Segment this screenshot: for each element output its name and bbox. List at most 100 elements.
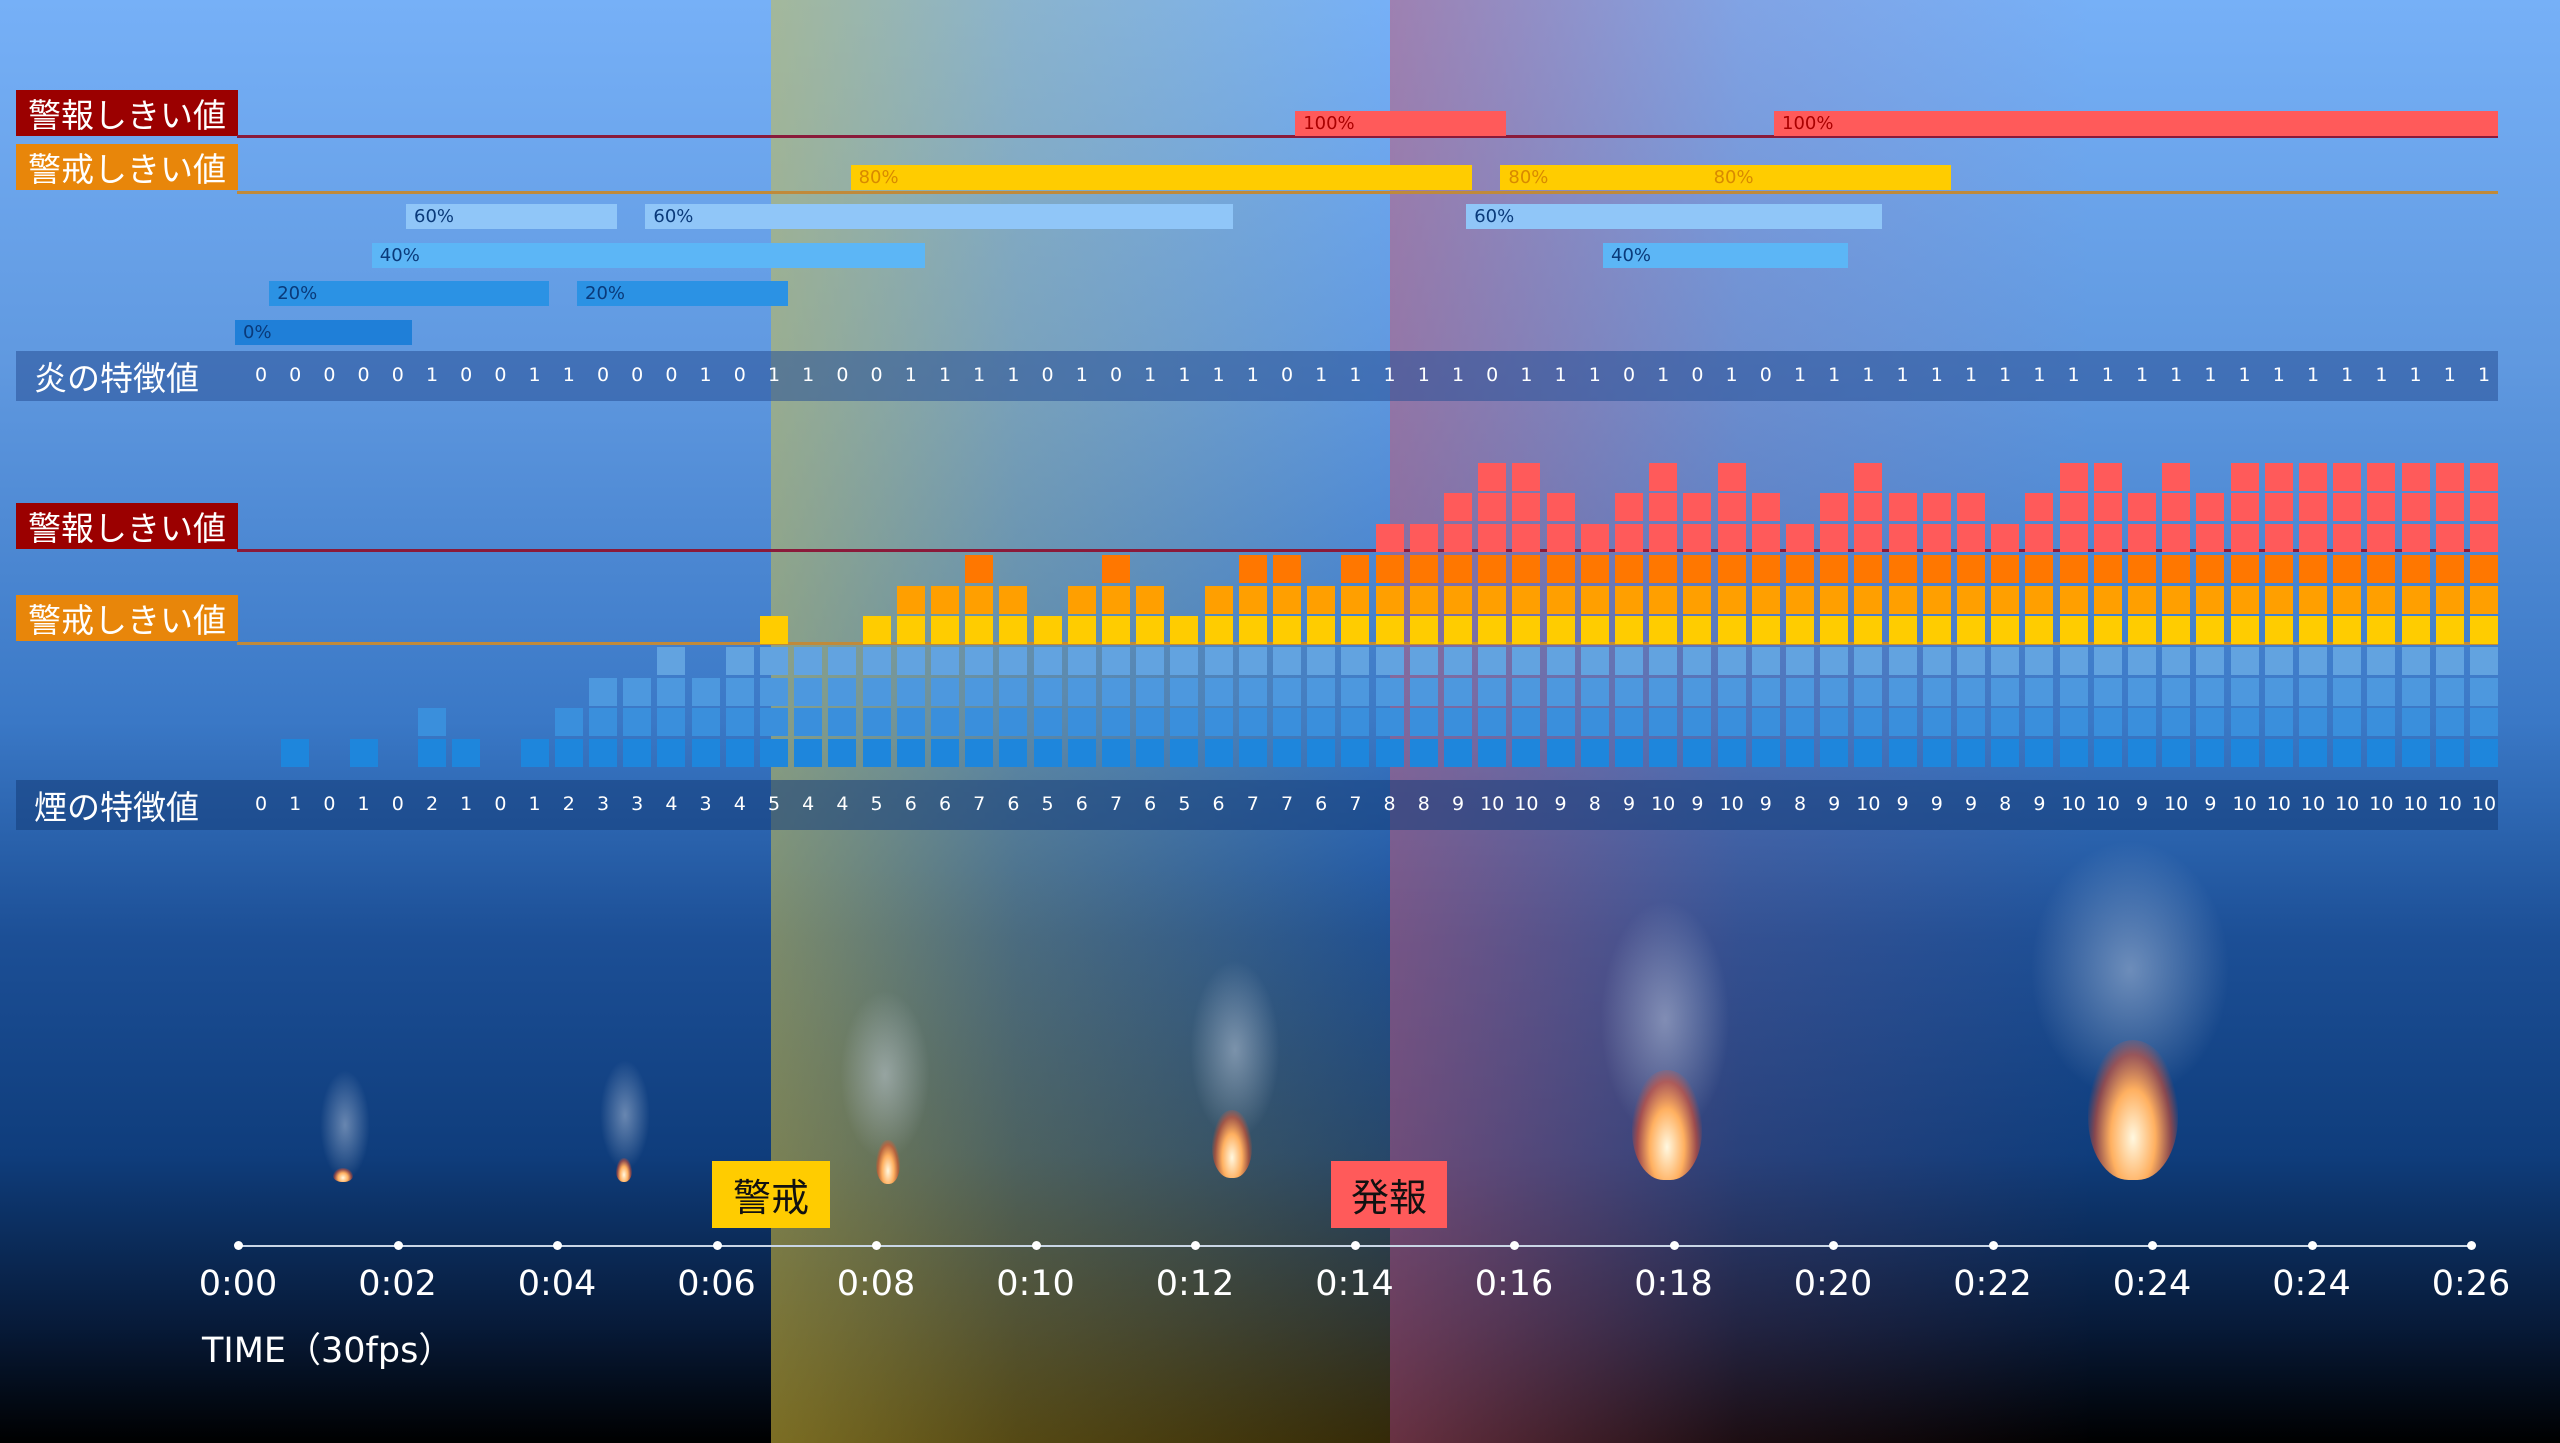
smoke-level-block bbox=[1717, 493, 1746, 522]
smoke-level-block bbox=[2435, 616, 2464, 645]
smoke-value: 0 bbox=[254, 793, 268, 815]
smoke-value: 5 bbox=[1178, 793, 1191, 815]
timeline-tick-dot bbox=[1191, 1241, 1200, 1250]
flame-value: 1 bbox=[2375, 364, 2388, 386]
smoke-level-block bbox=[2162, 493, 2191, 522]
smoke-level-block bbox=[862, 646, 891, 675]
flame-value: 0 bbox=[596, 364, 610, 386]
smoke-value: 4 bbox=[802, 793, 815, 815]
smoke-level-block bbox=[2025, 677, 2054, 706]
smoke-level-block bbox=[2196, 585, 2225, 614]
flame-feature-row: 炎の特徴値 bbox=[16, 351, 2498, 401]
smoke-level-block bbox=[2299, 708, 2327, 737]
smoke-level-block bbox=[1751, 616, 1780, 645]
smoke-level-block bbox=[691, 708, 720, 737]
smoke-level-block bbox=[2128, 616, 2156, 645]
flame-value: 1 bbox=[1144, 364, 1157, 386]
flame-value: 1 bbox=[1451, 364, 1465, 386]
smoke-level-block bbox=[931, 616, 959, 645]
smoke-level-block bbox=[2162, 739, 2191, 767]
flame-value: 0 bbox=[870, 364, 883, 386]
flame-level-bar: 80% bbox=[1500, 165, 1712, 190]
smoke-level-block bbox=[2470, 739, 2498, 767]
smoke-level-block bbox=[2435, 739, 2464, 767]
smoke-level-block bbox=[2470, 585, 2498, 614]
smoke-level-block bbox=[1444, 524, 1472, 553]
smoke-level-block bbox=[1238, 585, 1267, 614]
smoke-level-block bbox=[2196, 493, 2225, 522]
smoke-level-block bbox=[1136, 585, 1165, 614]
smoke-level-block bbox=[1375, 739, 1404, 767]
smoke-level-block bbox=[2264, 677, 2293, 706]
flame-value: 1 bbox=[1862, 364, 1875, 386]
smoke-level-block bbox=[1717, 646, 1746, 675]
smoke-level-block bbox=[2093, 677, 2122, 706]
smoke-level-block bbox=[2128, 739, 2156, 767]
smoke-warning-threshold-label: 警戒しきい値 bbox=[16, 595, 238, 641]
smoke-level-block bbox=[2299, 616, 2327, 645]
smoke-level-block bbox=[1615, 646, 1643, 675]
smoke-level-block bbox=[2059, 616, 2088, 645]
smoke-level-block bbox=[2162, 462, 2191, 491]
smoke-level-block bbox=[589, 708, 617, 737]
smoke-value: 8 bbox=[1417, 793, 1430, 815]
smoke-level-block bbox=[2470, 708, 2498, 737]
smoke-level-block bbox=[1957, 585, 1985, 614]
smoke-level-block bbox=[1683, 677, 1712, 706]
smoke-level-block bbox=[2059, 708, 2088, 737]
smoke-value: 9 bbox=[2033, 793, 2046, 815]
smoke-level-block bbox=[1238, 677, 1267, 706]
smoke-level-block bbox=[1786, 616, 1814, 645]
smoke-value: 6 bbox=[904, 793, 917, 815]
smoke-level-block bbox=[896, 708, 925, 737]
smoke-value: 1 bbox=[460, 793, 473, 815]
smoke-level-block bbox=[1478, 708, 1507, 737]
smoke-level-block bbox=[1273, 708, 1301, 737]
smoke-level-block bbox=[1683, 739, 1712, 767]
timeline-tick-label: 0:12 bbox=[1155, 1264, 1235, 1304]
timeline-tick-label: 0:24 bbox=[2112, 1264, 2192, 1304]
smoke-row-title: 煙の特徴値 bbox=[34, 788, 199, 827]
smoke-level-block bbox=[623, 708, 652, 737]
flame-value: 1 bbox=[1896, 364, 1909, 386]
smoke-level-block bbox=[2025, 708, 2054, 737]
smoke-level-block bbox=[1341, 708, 1370, 737]
flame-value: 1 bbox=[1178, 364, 1191, 386]
smoke-level-block bbox=[2093, 708, 2122, 737]
smoke-level-block bbox=[2333, 616, 2362, 645]
smoke-level-block bbox=[2333, 646, 2362, 675]
flame-level-bar: 20% bbox=[577, 281, 788, 306]
smoke-value: 10 bbox=[1651, 793, 1676, 815]
smoke-level-block bbox=[1580, 739, 1609, 767]
smoke-level-block bbox=[1273, 677, 1301, 706]
smoke-level-block bbox=[2093, 493, 2122, 522]
smoke-level-block bbox=[1580, 708, 1609, 737]
smoke-level-block bbox=[2128, 708, 2156, 737]
smoke-value: 10 bbox=[2403, 793, 2428, 815]
smoke-level-block bbox=[2093, 739, 2122, 767]
smoke-level-block bbox=[1444, 646, 1472, 675]
smoke-level-block bbox=[452, 739, 481, 767]
smoke-level-block bbox=[418, 708, 446, 737]
flame-level-bar: 40% bbox=[371, 243, 925, 268]
smoke-level-block bbox=[1102, 585, 1130, 614]
smoke-value: 1 bbox=[528, 793, 541, 815]
smoke-level-block bbox=[1444, 708, 1472, 737]
timeline-tick-dot bbox=[2148, 1241, 2157, 1250]
flame-value: 0 bbox=[323, 364, 336, 386]
smoke-level-block bbox=[1204, 739, 1233, 767]
smoke-level-block bbox=[2162, 616, 2191, 645]
flame-value: 1 bbox=[1383, 364, 1396, 386]
smoke-level-block bbox=[1717, 462, 1746, 491]
smoke-level-block bbox=[2230, 585, 2259, 614]
flame-level-bar: 100% bbox=[1295, 111, 1507, 136]
smoke-value: 3 bbox=[699, 793, 712, 815]
flame-value: 1 bbox=[1588, 364, 1601, 386]
alarm-badge: 発報 bbox=[1331, 1161, 1447, 1228]
smoke-level-block bbox=[931, 677, 959, 706]
smoke-level-block bbox=[1751, 708, 1780, 737]
smoke-level-block bbox=[2264, 493, 2293, 522]
flame-value: 0 bbox=[1280, 364, 1294, 386]
smoke-level-block bbox=[2230, 493, 2259, 522]
smoke-level-block bbox=[1615, 677, 1643, 706]
